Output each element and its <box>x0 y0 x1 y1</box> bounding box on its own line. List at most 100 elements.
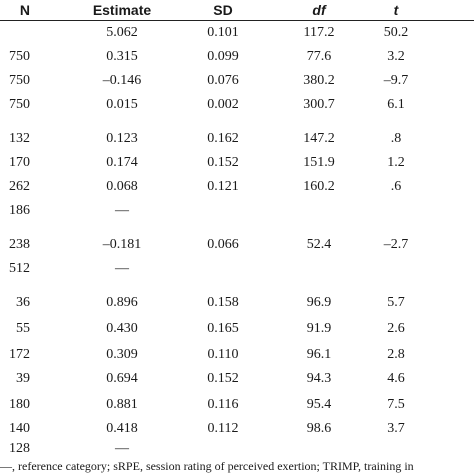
cell-sd <box>190 438 256 460</box>
cell-n: 55 <box>16 321 30 336</box>
cell-sd: 0.116 <box>207 397 239 412</box>
cell-t: .8 <box>390 131 402 146</box>
column-header-n: N <box>19 2 30 18</box>
cell-t: –2.7 <box>383 237 409 252</box>
cell-estimate: 0.068 <box>106 179 138 194</box>
cell-n: 238 <box>9 237 30 252</box>
cell-estimate: 0.174 <box>106 155 138 170</box>
cell-n: 140 <box>9 421 30 436</box>
table-row: 39 0.694 0.152 94.3 4.6 <box>0 368 474 390</box>
cell-t: 5.7 <box>387 295 405 310</box>
table-row: 750 –0.146 0.076 380.2 –9.7 <box>0 70 474 92</box>
cell-t: 3.2 <box>387 49 405 64</box>
cell-t: 3.7 <box>387 421 405 436</box>
cell-estimate: 0.315 <box>106 49 138 64</box>
cell-sd <box>190 200 256 222</box>
cell-estimate: — <box>115 203 129 218</box>
cell-t: 50.2 <box>383 25 409 40</box>
table-row: 186 — <box>0 200 474 222</box>
cell-n: 186 <box>9 203 30 218</box>
cell-df: 95.4 <box>306 397 332 412</box>
cell-sd: 0.110 <box>207 347 239 362</box>
cell-estimate: –0.181 <box>102 237 142 252</box>
cell-sd: 0.152 <box>207 155 239 170</box>
cell-df: 160.2 <box>303 179 335 194</box>
cell-df: 380.2 <box>303 73 335 88</box>
cell-t: 7.5 <box>387 397 405 412</box>
cell-t: .6 <box>390 179 402 194</box>
cell-n: 132 <box>9 131 30 146</box>
cell-df: 96.1 <box>306 347 332 362</box>
cell-df: 94.3 <box>306 371 332 386</box>
cell-n: 750 <box>9 97 30 112</box>
cell-t <box>360 200 432 222</box>
cell-df: 117.2 <box>303 25 335 40</box>
column-header-df: df <box>312 2 326 18</box>
cell-df: 300.7 <box>303 97 335 112</box>
cell-sd: 0.165 <box>207 321 239 336</box>
table-row: 132 0.123 0.162 147.2 .8 <box>0 128 474 150</box>
cell-n: 180 <box>9 397 30 412</box>
cell-sd: 0.152 <box>207 371 239 386</box>
table-row: 750 0.015 0.002 300.7 6.1 <box>0 94 474 116</box>
cell-estimate: 0.694 <box>106 371 138 386</box>
column-header-estimate: Estimate <box>92 2 152 18</box>
table-row: 750 0.315 0.099 77.6 3.2 <box>0 46 474 68</box>
cell-df: 98.6 <box>306 421 332 436</box>
cell-t: 4.6 <box>387 371 405 386</box>
cell-sd: 0.066 <box>207 237 239 252</box>
cell-df: 91.9 <box>306 321 332 336</box>
cell-estimate: 0.123 <box>106 131 138 146</box>
cell-estimate: 0.418 <box>106 421 138 436</box>
table-row: 180 0.881 0.116 95.4 7.5 <box>0 394 474 416</box>
cell-t: 2.8 <box>387 347 405 362</box>
cell-estimate: 0.881 <box>106 397 138 412</box>
cell-df: 147.2 <box>303 131 335 146</box>
table-row: 128 — <box>0 438 474 460</box>
cell-n: 750 <box>9 73 30 88</box>
table-row: 172 0.309 0.110 96.1 2.8 <box>0 344 474 366</box>
table-row: 262 0.068 0.121 160.2 .6 <box>0 176 474 198</box>
cell-n <box>0 22 30 44</box>
cell-n: 170 <box>9 155 30 170</box>
cell-n: 512 <box>9 261 30 276</box>
table-row: 55 0.430 0.165 91.9 2.6 <box>0 318 474 340</box>
cell-t <box>360 258 432 280</box>
table-row: 238 –0.181 0.066 52.4 –2.7 <box>0 234 474 256</box>
cell-estimate: — <box>115 261 129 276</box>
cell-sd: 0.101 <box>207 25 239 40</box>
cell-n: 750 <box>9 49 30 64</box>
header-rule <box>0 20 474 21</box>
cell-estimate: 0.015 <box>106 97 138 112</box>
cell-t <box>360 438 432 460</box>
cell-sd <box>190 258 256 280</box>
cell-df: 52.4 <box>306 237 332 252</box>
cell-t: 1.2 <box>387 155 405 170</box>
table-row: 140 0.418 0.112 98.6 3.7 <box>0 418 474 440</box>
table-row: 170 0.174 0.152 151.9 1.2 <box>0 152 474 174</box>
cell-estimate: 0.896 <box>106 295 138 310</box>
cell-t: –9.7 <box>383 73 409 88</box>
table-row: 36 0.896 0.158 96.9 5.7 <box>0 292 474 314</box>
column-header-sd: SD <box>213 2 233 18</box>
cell-n: 128 <box>9 441 30 456</box>
cell-estimate: 0.309 <box>106 347 138 362</box>
cell-n: 172 <box>9 347 30 362</box>
cell-estimate: 5.062 <box>106 25 138 40</box>
column-header-t: t <box>393 2 399 18</box>
cell-df <box>284 258 354 280</box>
cell-t: 2.6 <box>387 321 405 336</box>
table-footnote: —, reference category; sRPE, session rat… <box>0 459 414 473</box>
cell-sd: 0.099 <box>207 49 239 64</box>
cell-sd: 0.076 <box>207 73 239 88</box>
cell-sd: 0.162 <box>207 131 239 146</box>
table-row: 512 — <box>0 258 474 280</box>
cell-df <box>284 200 354 222</box>
cell-sd: 0.158 <box>207 295 239 310</box>
cell-n: 36 <box>16 295 30 310</box>
cell-t: 6.1 <box>387 97 405 112</box>
cell-sd: 0.112 <box>207 421 239 436</box>
cell-df <box>284 438 354 460</box>
cell-df: 151.9 <box>303 155 335 170</box>
cell-estimate: –0.146 <box>102 73 142 88</box>
